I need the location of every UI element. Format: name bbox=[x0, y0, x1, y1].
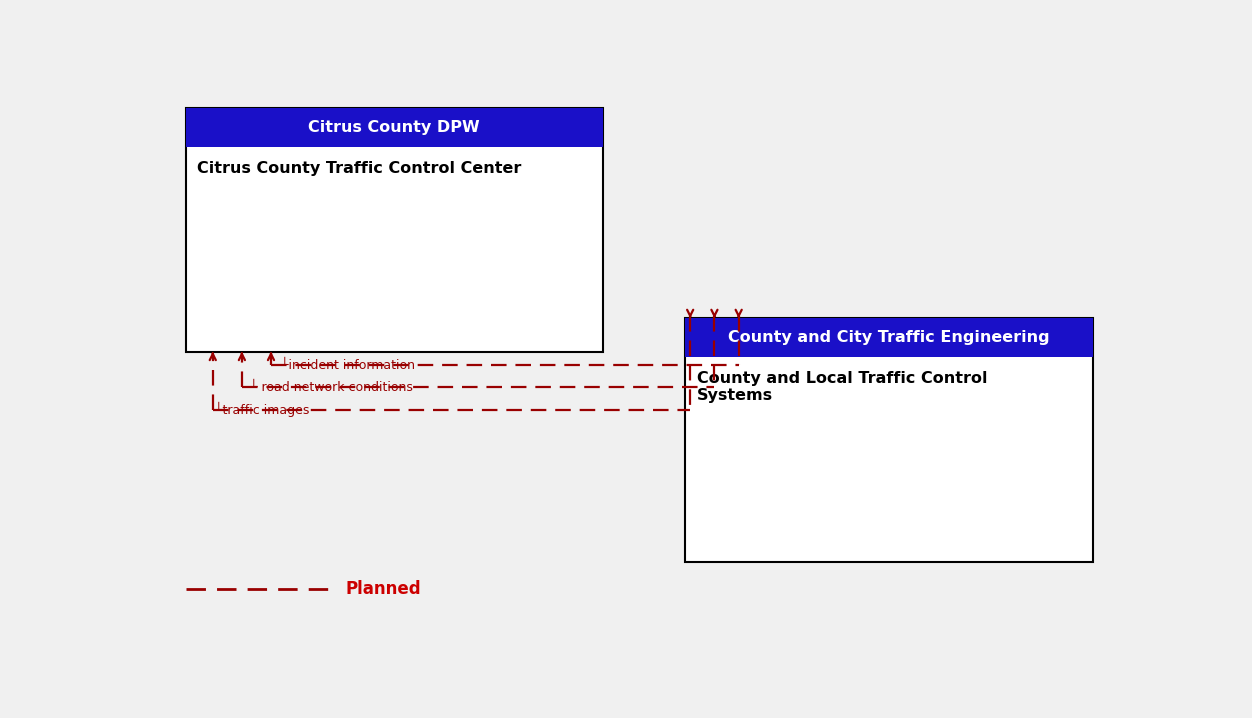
Text: Citrus County Traffic Control Center: Citrus County Traffic Control Center bbox=[198, 161, 522, 176]
Text: └incident information: └incident information bbox=[280, 359, 414, 372]
Text: └traffic images: └traffic images bbox=[215, 402, 309, 417]
Text: Citrus County DPW: Citrus County DPW bbox=[308, 120, 480, 135]
Text: County and City Traffic Engineering: County and City Traffic Engineering bbox=[729, 330, 1050, 345]
Bar bbox=[685, 318, 1093, 561]
Text: County and Local Traffic Control
Systems: County and Local Traffic Control Systems bbox=[697, 371, 988, 404]
Bar bbox=[185, 108, 602, 352]
Text: Planned: Planned bbox=[346, 580, 422, 598]
Bar bbox=[685, 318, 1093, 357]
Text: └ road network conditions: └ road network conditions bbox=[249, 381, 412, 394]
Bar bbox=[185, 108, 602, 147]
